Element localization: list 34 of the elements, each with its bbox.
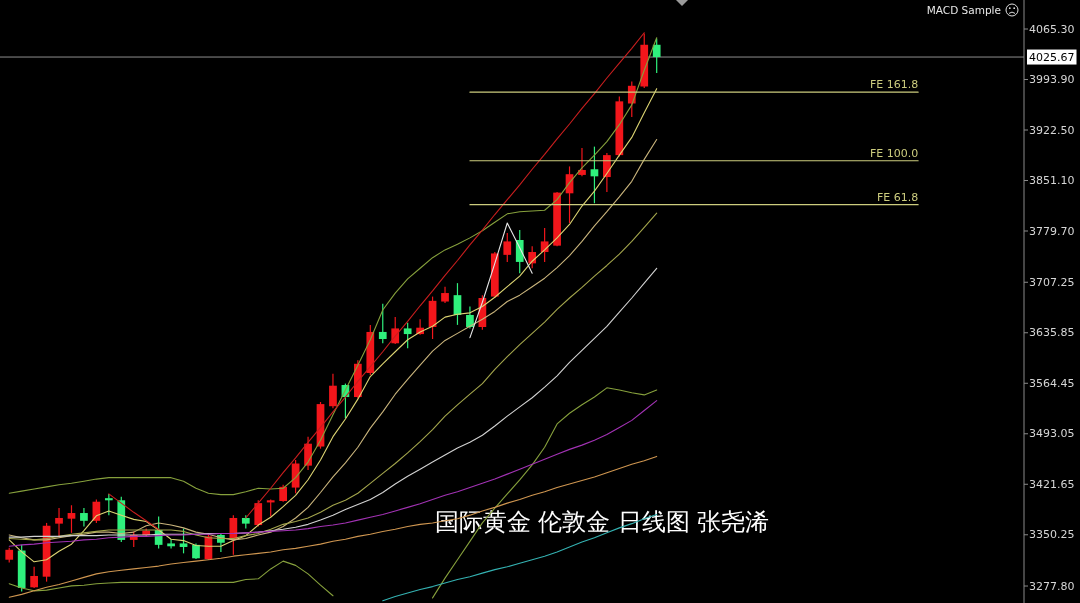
candlestick bbox=[466, 305, 474, 330]
candlestick bbox=[329, 373, 337, 409]
y-tick-label: 3564.45 bbox=[1029, 376, 1075, 390]
candlestick bbox=[30, 566, 38, 589]
y-tick-label: 3635.85 bbox=[1029, 326, 1075, 340]
series-label: FE 100.0 bbox=[869, 146, 919, 160]
candlestick bbox=[578, 147, 586, 177]
candlestick bbox=[67, 504, 76, 534]
annotation: MACD Sample bbox=[926, 4, 1001, 16]
y-tick-label: 3421.65 bbox=[1029, 477, 1075, 491]
line-series bbox=[8, 37, 658, 496]
y-tick-label: 3277.80 bbox=[1029, 579, 1075, 593]
candlestick bbox=[254, 499, 263, 528]
y-tick-label: 3350.25 bbox=[1029, 528, 1075, 542]
candlestick bbox=[378, 303, 387, 344]
candlestick bbox=[503, 232, 512, 263]
line-series bbox=[469, 222, 533, 339]
y-tick-label: 3851.10 bbox=[1029, 174, 1075, 188]
candlestick bbox=[55, 507, 63, 538]
series-label: FE 161.8 bbox=[869, 78, 919, 92]
y-tick-label: 3922.50 bbox=[1029, 123, 1075, 137]
candlestick bbox=[104, 493, 113, 516]
series-label: FE 61.8 bbox=[876, 190, 919, 204]
candlestick bbox=[179, 527, 188, 554]
y-tick-label: 3993.90 bbox=[1029, 73, 1075, 86]
candlestick bbox=[652, 37, 661, 74]
candlestick bbox=[80, 507, 88, 528]
y-tick-label: 4065.30 bbox=[1029, 22, 1075, 36]
ref-line-label: 4025.67 bbox=[1029, 50, 1075, 64]
candlestick bbox=[403, 322, 412, 349]
y-tick-label: 3707.25 bbox=[1029, 275, 1075, 289]
candlestick bbox=[167, 538, 175, 549]
y-tick-label: 3493.05 bbox=[1029, 427, 1075, 441]
y-tick-label: 3779.70 bbox=[1029, 224, 1075, 238]
